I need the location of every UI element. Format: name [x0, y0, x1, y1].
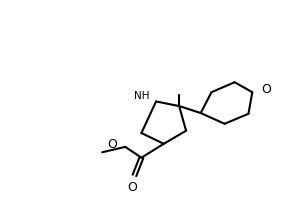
Text: NH: NH: [134, 91, 149, 101]
Text: O: O: [262, 83, 271, 96]
Text: O: O: [108, 138, 118, 151]
Text: O: O: [127, 181, 137, 194]
